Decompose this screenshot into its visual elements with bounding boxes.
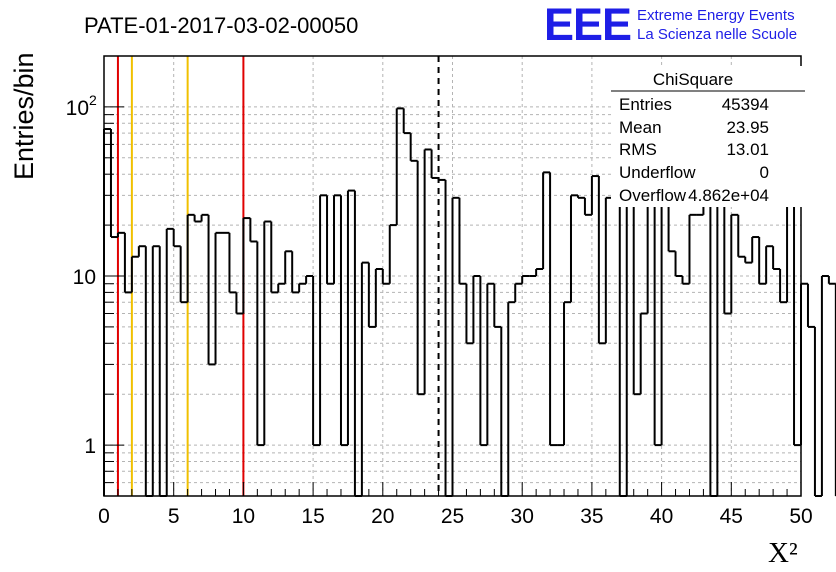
histogram (103, 107, 836, 497)
chart-title: PATE-01-2017-03-02-00050 (84, 13, 358, 38)
x-tick-label: 10 (232, 505, 255, 528)
stats-value-rms: 13.01 (726, 140, 769, 159)
x-tick-label: 40 (650, 505, 673, 528)
stats-label-entries: Entries (619, 95, 672, 114)
stats-label-overflow: Overflow (619, 186, 687, 205)
x-tick-label: 20 (371, 505, 394, 528)
logo-line-1: Extreme Energy Events (637, 7, 795, 24)
logo-mark: EEE (544, 0, 631, 50)
x-tick-label: 35 (580, 505, 603, 528)
stats-value-overflow: 4.862e+04 (688, 186, 769, 205)
stats-label-mean: Mean (619, 118, 662, 137)
y-tick-label: 1 (84, 435, 96, 458)
stats-value-underflow: 0 (760, 163, 769, 182)
stats-label-rms: RMS (619, 140, 657, 159)
logo-line-2: La Scienza nelle Scuole (637, 26, 797, 43)
eee-logo: EEE Extreme Energy Events La Scienza nel… (544, 0, 797, 50)
x-tick-label: 45 (720, 505, 743, 528)
y-tick-label: 10 (73, 266, 96, 289)
stats-title: ChiSquare (653, 70, 733, 89)
stats-box-background (611, 66, 805, 207)
stats-box: ChiSquare Entries 45394 Mean 23.95 RMS 1… (611, 66, 805, 207)
x-axis-label: X² (768, 537, 798, 569)
x-tick-label: 25 (441, 505, 464, 528)
x-tick-label: 15 (301, 505, 324, 528)
x-tick-label: 30 (511, 505, 534, 528)
stats-value-mean: 23.95 (726, 118, 769, 137)
y-tick-label: 10 (66, 97, 89, 120)
x-tick-label: 5 (168, 505, 180, 528)
y-axis-label: Entries/bin (9, 52, 39, 180)
x-tick-label: 50 (789, 505, 812, 528)
stats-value-entries: 45394 (722, 95, 769, 114)
stats-label-underflow: Underflow (619, 163, 696, 182)
y-tick-label-exponent: 2 (89, 92, 97, 108)
x-tick-label: 0 (98, 505, 110, 528)
